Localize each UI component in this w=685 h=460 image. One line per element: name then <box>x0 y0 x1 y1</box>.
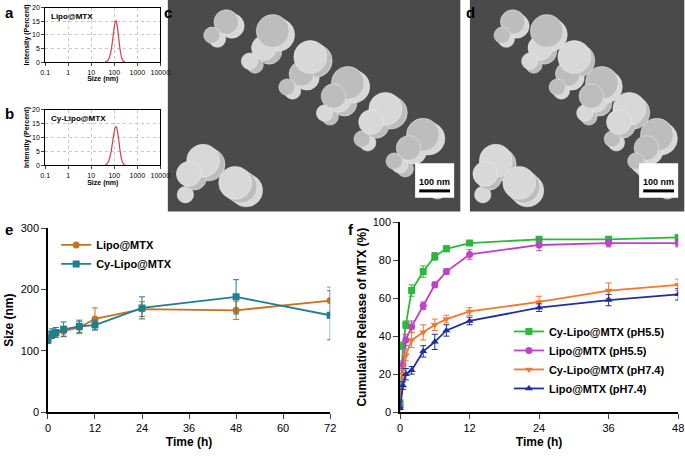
svg-text:12: 12 <box>89 422 101 434</box>
svg-text:0: 0 <box>45 422 51 434</box>
svg-text:Size (nm): Size (nm) <box>87 76 118 84</box>
svg-text:Cumulative Release of MTX (%): Cumulative Release of MTX (%) <box>355 228 369 407</box>
svg-text:Cy-Lipo@MTX (pH5.5): Cy-Lipo@MTX (pH5.5) <box>549 326 665 338</box>
svg-text:Lipo@MTX (pH5.5): Lipo@MTX (pH5.5) <box>549 345 647 357</box>
svg-text:60: 60 <box>379 292 391 304</box>
svg-text:300: 300 <box>21 222 39 234</box>
svg-text:d: d <box>466 4 475 21</box>
svg-text:24: 24 <box>533 422 545 434</box>
svg-text:Lipo@MTX (pH7.4): Lipo@MTX (pH7.4) <box>549 383 647 395</box>
svg-text:10000: 10000 <box>151 69 171 76</box>
svg-text:b: b <box>5 105 14 122</box>
svg-text:Time (h): Time (h) <box>516 435 562 449</box>
svg-text:5: 5 <box>36 148 40 155</box>
svg-text:Intensity (Percent): Intensity (Percent) <box>23 4 31 65</box>
svg-text:10: 10 <box>32 134 40 141</box>
svg-text:15: 15 <box>32 18 40 25</box>
svg-text:Lipo@MTX: Lipo@MTX <box>51 12 93 21</box>
svg-text:0: 0 <box>36 59 40 66</box>
svg-text:0: 0 <box>36 162 40 169</box>
svg-text:15: 15 <box>32 120 40 127</box>
svg-text:10: 10 <box>87 69 95 76</box>
svg-text:5: 5 <box>36 45 40 52</box>
svg-text:24: 24 <box>136 422 148 434</box>
svg-text:0.1: 0.1 <box>40 69 50 76</box>
svg-text:1: 1 <box>66 69 70 76</box>
svg-text:40: 40 <box>379 330 391 342</box>
svg-text:a: a <box>5 4 14 21</box>
svg-text:36: 36 <box>183 422 195 434</box>
svg-text:Size (nm): Size (nm) <box>87 179 118 187</box>
svg-text:1000: 1000 <box>129 172 145 179</box>
svg-text:f: f <box>348 221 354 238</box>
svg-text:100: 100 <box>21 345 39 357</box>
svg-text:100 nm: 100 nm <box>643 177 674 187</box>
svg-text:0: 0 <box>33 406 39 418</box>
svg-text:100: 100 <box>108 69 120 76</box>
svg-text:100 nm: 100 nm <box>419 177 450 187</box>
svg-text:Cy-Lipo@MTX (pH7.4): Cy-Lipo@MTX (pH7.4) <box>549 364 665 376</box>
svg-text:12: 12 <box>463 422 475 434</box>
svg-text:Cy-Lipo@MTX: Cy-Lipo@MTX <box>96 258 172 270</box>
svg-text:100: 100 <box>108 172 120 179</box>
svg-text:200: 200 <box>21 283 39 295</box>
svg-text:100: 100 <box>373 216 391 228</box>
svg-text:20: 20 <box>379 368 391 380</box>
svg-text:36: 36 <box>602 422 614 434</box>
svg-text:48: 48 <box>672 422 684 434</box>
svg-text:Intensity (Percent): Intensity (Percent) <box>23 107 31 168</box>
svg-text:Size (nm): Size (nm) <box>2 293 16 346</box>
svg-text:60: 60 <box>277 422 289 434</box>
svg-text:10: 10 <box>32 31 40 38</box>
svg-text:c: c <box>164 4 172 21</box>
svg-text:Lipo@MTX: Lipo@MTX <box>96 239 154 251</box>
svg-text:0.1: 0.1 <box>40 172 50 179</box>
svg-text:20: 20 <box>32 4 40 11</box>
svg-text:80: 80 <box>379 254 391 266</box>
svg-text:Time (h): Time (h) <box>166 435 212 449</box>
svg-text:1000: 1000 <box>129 69 145 76</box>
svg-text:48: 48 <box>230 422 242 434</box>
svg-text:10000: 10000 <box>151 172 171 179</box>
svg-text:1: 1 <box>66 172 70 179</box>
svg-text:72: 72 <box>324 422 336 434</box>
svg-text:Cy-Lipo@MTX: Cy-Lipo@MTX <box>51 114 106 123</box>
svg-text:20: 20 <box>32 106 40 113</box>
svg-text:0: 0 <box>385 406 391 418</box>
svg-text:10: 10 <box>87 172 95 179</box>
svg-text:0: 0 <box>397 422 403 434</box>
svg-text:e: e <box>5 221 13 238</box>
